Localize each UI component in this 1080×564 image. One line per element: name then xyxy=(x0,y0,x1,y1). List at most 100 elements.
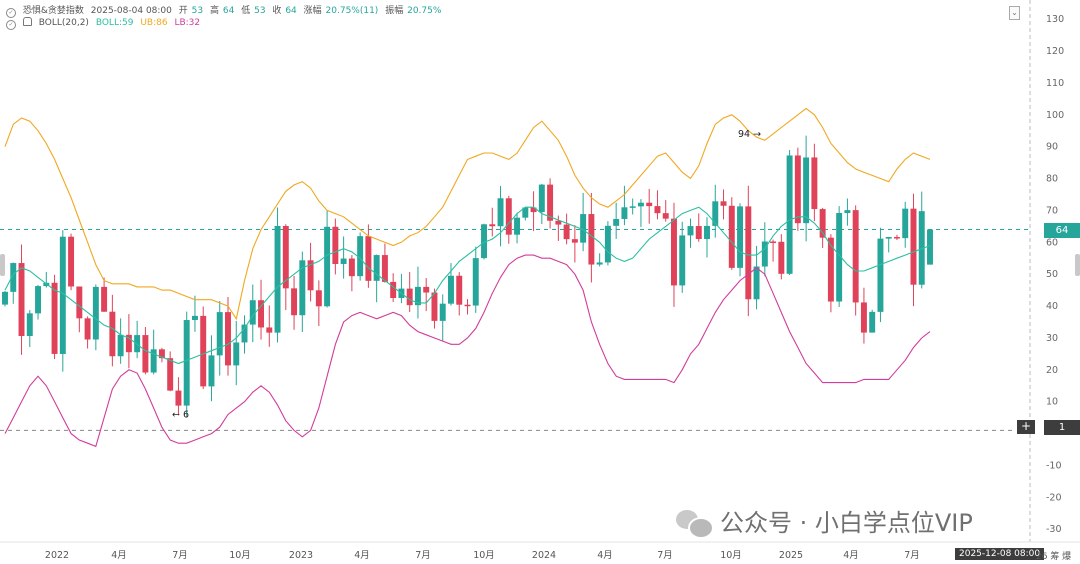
close-value: 64 xyxy=(285,6,297,16)
y-tick-label: -30 xyxy=(1046,524,1062,535)
candle-body xyxy=(456,275,463,305)
open-value: 53 xyxy=(191,6,204,16)
candle-body xyxy=(175,390,182,406)
candle-body xyxy=(671,218,677,286)
candle-body xyxy=(142,335,149,373)
candle-body xyxy=(150,349,157,373)
close-label: 收 xyxy=(272,6,282,16)
candle-body xyxy=(522,207,529,218)
candle-body xyxy=(489,224,496,227)
add-alert-plus-icon[interactable]: + xyxy=(1017,420,1035,434)
x-tick-label: 4月 xyxy=(597,550,613,561)
crosshair-date-label: 2025-12-08 08:00 xyxy=(955,548,1045,560)
y-tick-label: 20 xyxy=(1046,365,1058,376)
candle-body xyxy=(596,262,603,265)
candle-body xyxy=(927,229,933,265)
y-tick-label: 70 xyxy=(1046,205,1058,216)
candle-body xyxy=(844,210,851,213)
boll-lower-line xyxy=(4,254,931,448)
candle-body xyxy=(51,282,58,354)
change-value: 20.75%(11) xyxy=(325,6,379,16)
candle-body xyxy=(786,155,793,274)
candle-body xyxy=(827,237,834,302)
x-tick-label: 4月 xyxy=(843,550,859,561)
y-tick-label: 120 xyxy=(1046,46,1064,57)
candle-body xyxy=(588,214,595,265)
candle-body xyxy=(35,286,42,314)
candle-body xyxy=(84,318,91,340)
candle-body xyxy=(852,210,859,303)
candle-body xyxy=(183,320,190,406)
candle-body xyxy=(803,157,810,224)
candle-body xyxy=(728,205,735,268)
x-tick-label: 10月 xyxy=(229,550,251,561)
visibility-toggle-icon[interactable]: ✓ xyxy=(6,20,16,30)
candle-body xyxy=(580,214,587,243)
candle-body xyxy=(291,288,298,316)
candle-body xyxy=(68,236,75,287)
candle-body xyxy=(167,358,174,391)
crosshair-price-tag: 1 xyxy=(1044,420,1080,435)
candle-body xyxy=(794,155,801,224)
wechat-icon xyxy=(676,506,714,539)
candle-body xyxy=(414,286,421,306)
candle-body xyxy=(547,184,554,221)
candle-body xyxy=(753,266,760,300)
y-tick-label: 60 xyxy=(1046,237,1058,248)
candle-body xyxy=(613,218,620,226)
candle-body xyxy=(712,201,719,226)
period-high-annotation: 94 → xyxy=(738,129,761,140)
candle-body xyxy=(158,349,165,359)
y-tick-label: 30 xyxy=(1046,333,1058,344)
candle-body xyxy=(18,263,25,337)
candle-body xyxy=(208,355,215,387)
candle-body xyxy=(299,260,306,316)
legend-boll-row: ✓ BOLL(20,2) BOLL:59 UB:86 LB:32 xyxy=(6,17,204,30)
candle-body xyxy=(770,241,777,244)
candle-body xyxy=(530,207,537,213)
candle-body xyxy=(679,235,686,286)
candle-body xyxy=(918,211,925,285)
candle-body xyxy=(233,342,240,366)
candle-body xyxy=(629,206,636,208)
candle-body xyxy=(646,202,653,207)
candle-body xyxy=(687,226,694,236)
candle-body xyxy=(249,300,256,325)
high-label: 高 xyxy=(209,6,219,16)
candle-body xyxy=(571,239,578,243)
bell-icon[interactable] xyxy=(22,17,32,26)
candle-body xyxy=(497,198,504,227)
candle-body xyxy=(637,202,644,207)
candle-body xyxy=(10,263,17,292)
candle-body xyxy=(423,286,430,293)
candle-body xyxy=(555,220,562,225)
change-label: 涨幅 xyxy=(303,6,322,16)
candle-body xyxy=(464,304,471,307)
candle-body xyxy=(704,225,710,240)
x-tick-label: 7月 xyxy=(657,550,673,561)
boll-mid-line xyxy=(4,206,931,365)
candle-body xyxy=(59,236,66,354)
candle-body xyxy=(241,324,248,343)
candle-body xyxy=(117,334,124,357)
candle-body xyxy=(431,292,438,321)
boll-mid-value: BOLL:59 xyxy=(95,18,134,28)
boll-lb-value: LB:32 xyxy=(174,18,201,28)
x-tick-label: 2022 xyxy=(45,550,69,561)
amplitude-value: 20.75% xyxy=(407,6,442,16)
candle-body xyxy=(621,207,628,219)
candle-body xyxy=(869,311,876,333)
candle-body xyxy=(877,238,884,312)
candle-body xyxy=(92,286,99,340)
legend-ohlc-row: ✓ 恐惧&贪婪指数 2025-08-04 08:00 开 53 高 64 低 5… xyxy=(6,3,445,18)
left-scroll-handle[interactable] xyxy=(0,254,5,276)
candle-body xyxy=(348,258,355,277)
y-tick-label: 10 xyxy=(1046,397,1058,408)
candle-body xyxy=(514,217,521,235)
scale-menu-icon[interactable]: ⌄ xyxy=(1009,6,1020,20)
candle-body xyxy=(2,291,8,305)
x-tick-label: 4月 xyxy=(111,550,127,561)
right-scroll-handle[interactable] xyxy=(1075,254,1080,276)
visibility-toggle-icon[interactable]: ✓ xyxy=(6,8,16,18)
